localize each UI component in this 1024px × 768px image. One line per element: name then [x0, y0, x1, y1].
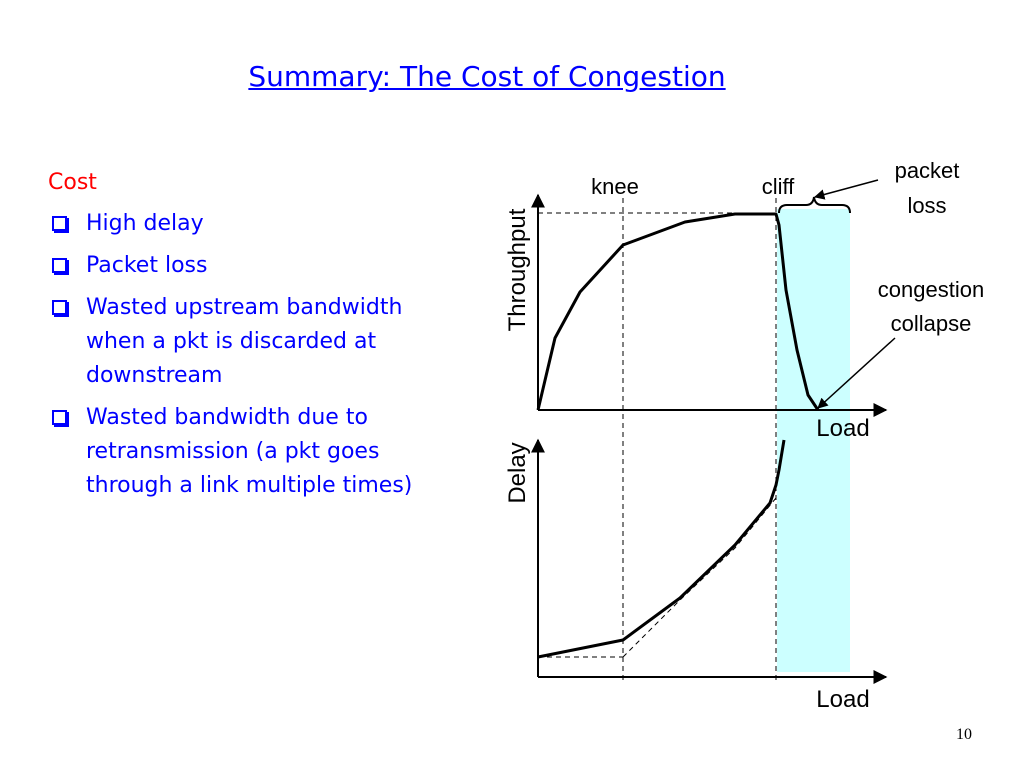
bullet-text: High delay — [86, 211, 204, 236]
checkbox-bullet-icon — [52, 258, 67, 273]
throughput-axis-label: Throughput — [504, 208, 531, 331]
checkbox-bullet-icon — [52, 216, 67, 231]
bullet-item: High delay — [48, 207, 448, 241]
checkbox-bullet-icon — [52, 300, 67, 315]
slide-title: Summary: The Cost of Congestion — [248, 60, 726, 93]
knee-label: knee — [591, 174, 639, 199]
delay-axis-label: Delay — [504, 442, 531, 503]
bullet-item: Wasted bandwidth due to retransmission (… — [48, 401, 448, 503]
delay-asymptote-line — [622, 497, 777, 658]
congestion-region — [777, 209, 850, 672]
bottom-load-label: Load — [816, 686, 869, 713]
cost-heading: Cost — [48, 170, 97, 195]
delay-curve — [537, 439, 786, 659]
packet-loss-label-line1: packet — [895, 158, 960, 183]
collapse-arrow — [817, 337, 896, 409]
bullet-text: Wasted bandwidth due to retransmission (… — [86, 405, 413, 498]
packet-loss-label-line2: loss — [907, 193, 946, 218]
collapse-label-line1: congestion — [878, 277, 984, 302]
page-number: 10 — [956, 726, 972, 743]
collapse-label-line2: collapse — [891, 311, 972, 336]
checkbox-bullet-icon — [52, 410, 67, 425]
top-load-label: Load — [816, 415, 869, 442]
cliff-label: cliff — [762, 174, 795, 199]
bullet-item: Wasted upstream bandwidth when a pkt is … — [48, 291, 448, 393]
throughput-curve — [536, 212, 820, 411]
packet-loss-arrow — [813, 179, 879, 200]
bullet-item: Packet loss — [48, 249, 448, 283]
bullet-text: Wasted upstream bandwidth when a pkt is … — [86, 295, 403, 388]
bullet-text: Packet loss — [86, 253, 208, 278]
cost-bullet-list: High delay Packet loss Wasted upstream b… — [48, 207, 448, 511]
